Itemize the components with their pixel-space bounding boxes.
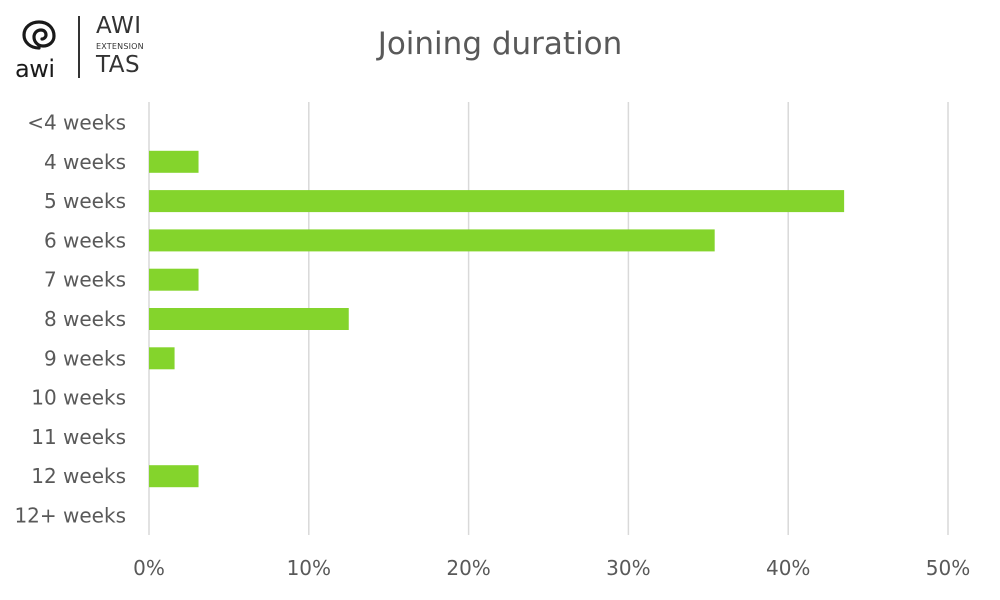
category-label: 12 weeks — [31, 464, 126, 488]
x-tick-label: 0% — [133, 556, 165, 580]
category-label: 8 weeks — [44, 307, 126, 331]
category-label: 9 weeks — [44, 346, 126, 370]
logo-extension-text: EXTENSION — [96, 42, 144, 51]
bar — [149, 268, 199, 291]
bar — [149, 229, 715, 252]
bars — [149, 150, 845, 488]
x-tick-label: 40% — [766, 556, 810, 580]
category-label: 12+ weeks — [14, 504, 126, 528]
logo-awi-text: AWI — [96, 13, 142, 39]
awi-wordmark: awi — [15, 55, 55, 83]
bar — [149, 150, 199, 173]
bar — [149, 190, 845, 213]
category-label: 11 weeks — [31, 425, 126, 449]
chart-title: Joining duration — [377, 26, 623, 62]
awi-extension-tas-logo: awi AWI EXTENSION TAS — [12, 10, 152, 83]
x-tick-label: 20% — [446, 556, 490, 580]
x-tick-label: 30% — [606, 556, 650, 580]
awi-swirl-icon — [22, 20, 56, 50]
x-tick-label: 10% — [287, 556, 331, 580]
category-label: 6 weeks — [44, 228, 126, 252]
category-label: 5 weeks — [44, 189, 126, 213]
category-label: <4 weeks — [27, 111, 126, 135]
bar — [149, 465, 199, 488]
logo-tas-text: TAS — [96, 52, 141, 78]
gridlines — [148, 102, 949, 535]
category-labels: <4 weeks 4 weeks 5 weeks 6 weeks 7 weeks 8 we… — [14, 111, 126, 528]
category-label: 10 weeks — [31, 386, 126, 410]
category-label: 7 weeks — [44, 268, 126, 292]
bar — [149, 347, 175, 370]
category-label: 4 weeks — [44, 150, 126, 174]
logo-divider — [78, 16, 80, 78]
bar — [149, 308, 349, 330]
x-tick-labels: 0% 10% 20% 30% 40% 50% — [133, 556, 970, 580]
x-tick-label: 50% — [926, 556, 970, 580]
